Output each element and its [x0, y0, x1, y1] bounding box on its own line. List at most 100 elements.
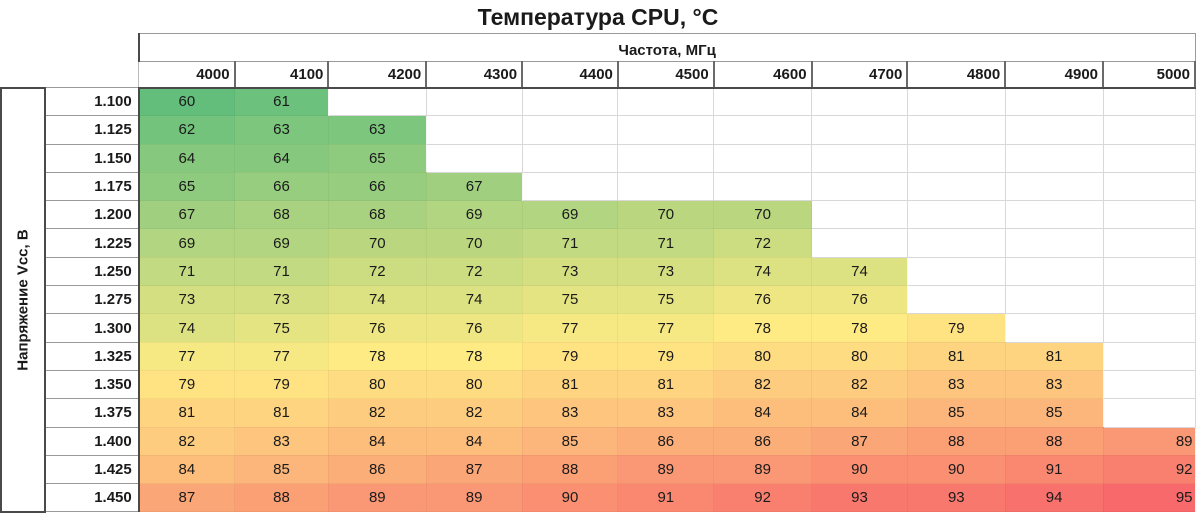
empty-cell	[906, 115, 1006, 145]
empty-cell	[906, 228, 1006, 258]
y-tick-label: 1.125	[44, 115, 140, 145]
heat-cell: 75	[617, 285, 715, 315]
heat-cell: 73	[617, 256, 715, 287]
heat-cell: 69	[234, 228, 329, 258]
empty-cell	[521, 143, 619, 173]
heat-cell: 70	[617, 200, 715, 230]
empty-cell	[617, 171, 715, 202]
heat-cell: 88	[1004, 426, 1104, 456]
heat-cell: 74	[811, 256, 908, 287]
heat-cell: 79	[521, 341, 619, 371]
heat-cell: 85	[234, 454, 329, 485]
y-tick-label: 1.400	[44, 426, 140, 456]
heat-cell: 70	[327, 228, 427, 258]
empty-cell	[1004, 200, 1104, 230]
heat-cell: 78	[713, 313, 813, 343]
table-row: 1.125 62 63 63	[1, 115, 1196, 145]
x-tick-label: 4900	[1004, 61, 1105, 89]
empty-cell	[1004, 285, 1104, 315]
empty-cell	[713, 171, 813, 202]
heat-cell: 81	[617, 369, 715, 400]
heat-cell: 83	[1004, 369, 1104, 400]
y-axis-title: Напряжение Vcc, В	[14, 229, 32, 371]
heat-cell: 84	[327, 426, 427, 456]
table-row: 1.325 77 77 78 78 79 79 80 80 81 81	[1, 341, 1196, 371]
heat-cell: 85	[521, 426, 619, 456]
heat-cell: 70	[713, 200, 813, 230]
heat-cell: 81	[234, 398, 329, 428]
heat-cell: 93	[811, 483, 908, 513]
empty-cell	[1004, 228, 1104, 258]
table-row: 1.375 81 81 82 82 83 83 84 84 85 85	[1, 398, 1196, 428]
empty-cell	[1102, 313, 1196, 343]
heat-cell: 91	[617, 483, 715, 513]
heat-cell: 89	[713, 454, 813, 485]
heat-cell: 80	[425, 369, 523, 400]
empty-cell	[1102, 341, 1196, 371]
heat-cell: 73	[521, 256, 619, 287]
heat-cell: 92	[713, 483, 813, 513]
heat-cell: 80	[811, 341, 908, 371]
empty-cell	[906, 171, 1006, 202]
y-tick-label: 1.425	[44, 454, 140, 485]
heat-cell: 63	[234, 115, 329, 145]
heat-cell: 84	[713, 398, 813, 428]
heat-cell: 74	[138, 313, 236, 343]
heat-cell: 69	[521, 200, 619, 230]
heat-cell: 66	[234, 171, 329, 202]
x-tick-label: 4300	[425, 61, 524, 89]
heat-cell: 77	[138, 341, 236, 371]
heat-cell: 71	[617, 228, 715, 258]
heat-cell: 88	[521, 454, 619, 485]
empty-cell	[1102, 171, 1196, 202]
heat-cell: 69	[425, 200, 523, 230]
heat-cell: 89	[425, 483, 523, 513]
heat-cell: 83	[617, 398, 715, 428]
heat-cell: 83	[521, 398, 619, 428]
heat-cell: 87	[811, 426, 908, 456]
heat-cell: 78	[425, 341, 523, 371]
empty-cell	[425, 143, 523, 173]
heat-cell: 64	[234, 143, 329, 173]
heat-cell: 68	[327, 200, 427, 230]
empty-cell	[713, 115, 813, 145]
heat-cell: 84	[425, 426, 523, 456]
heat-cell: 82	[425, 398, 523, 428]
heatmap-table: Частота, МГц 4000 4100 4200 4300 4400 4500 4600…	[0, 33, 1196, 513]
x-tick-label: 4000	[138, 61, 236, 89]
heat-cell: 71	[234, 256, 329, 287]
empty-cell	[906, 86, 1006, 117]
heat-cell: 82	[713, 369, 813, 400]
empty-cell	[1004, 313, 1104, 343]
heat-cell: 86	[327, 454, 427, 485]
empty-cell	[1102, 200, 1196, 230]
heat-cell: 90	[906, 454, 1006, 485]
heat-cell: 82	[138, 426, 236, 456]
heat-cell: 72	[713, 228, 813, 258]
heat-cell: 80	[327, 369, 427, 400]
empty-cell	[906, 200, 1006, 230]
heat-cell: 79	[906, 313, 1006, 343]
heat-cell: 85	[906, 398, 1006, 428]
heat-cell: 70	[425, 228, 523, 258]
heat-cell: 90	[521, 483, 619, 513]
empty-cell	[521, 115, 619, 145]
empty-cell	[811, 228, 908, 258]
x-tick-label: 4200	[327, 61, 428, 89]
heat-cell: 81	[906, 341, 1006, 371]
heat-cell: 76	[713, 285, 813, 315]
heat-cell: 74	[425, 285, 523, 315]
heat-cell: 75	[521, 285, 619, 315]
y-tick-label: 1.100	[44, 86, 140, 117]
heat-cell: 89	[1102, 426, 1196, 456]
heat-cell: 74	[713, 256, 813, 287]
heat-cell: 65	[327, 143, 427, 173]
heat-cell: 95	[1102, 483, 1196, 513]
x-tick-label: 4100	[234, 61, 330, 89]
heat-cell: 79	[138, 369, 236, 400]
heat-cell: 86	[617, 426, 715, 456]
empty-cell	[811, 115, 908, 145]
x-tick-label: 4600	[713, 61, 813, 89]
heat-cell: 75	[234, 313, 329, 343]
empty-cell	[1004, 143, 1104, 173]
